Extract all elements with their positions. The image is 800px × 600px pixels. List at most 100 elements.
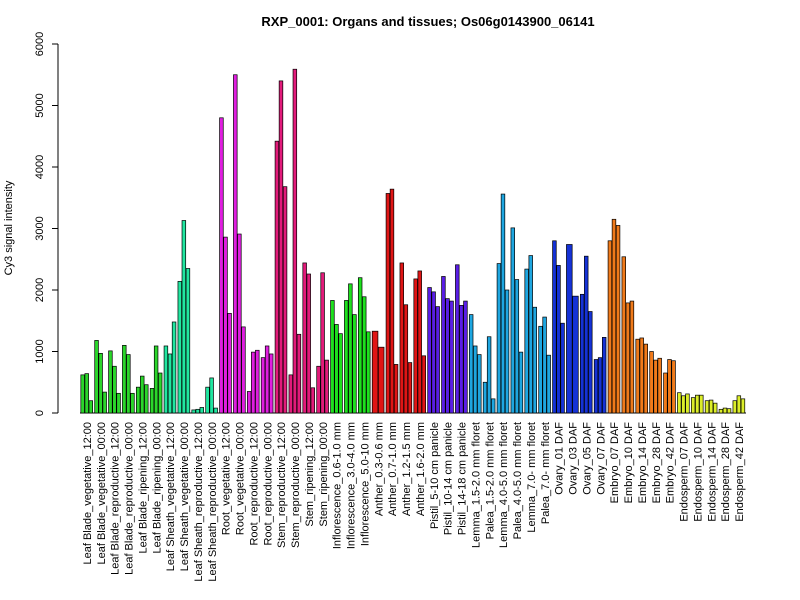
bar [491,398,496,414]
bar [607,240,613,414]
x-tick-label: Ovary_03 DAF [568,422,580,495]
bar [116,392,121,414]
bar [306,273,311,414]
bar [288,374,293,414]
bar [482,381,488,414]
bar [635,338,640,414]
bar [209,377,214,414]
x-tick-label: Stem_ripening_12:00 [304,422,316,527]
bar [732,400,737,414]
x-tick-label: Embryo_42 DAF [665,422,677,504]
bar [344,300,349,414]
x-tick-label: Ovary_01 DAF [554,422,566,495]
x-axis-labels: Leaf Blade_vegetative_12:00 Leaf Blade_ve… [82,422,746,582]
x-tick-label: Pistil_14-18 cm panicle [457,422,469,535]
bar [546,354,551,414]
bar [334,324,339,414]
bar [98,353,103,414]
bar [407,362,413,414]
bar [108,350,113,414]
bar [417,270,422,414]
bar [699,394,704,414]
bar [102,391,107,414]
bar [177,281,182,414]
bar [205,386,210,414]
x-tick-label: Lemma_1.5-2.0 mm floret [470,422,482,548]
bar [122,345,127,414]
bar [223,236,228,414]
bar [518,351,524,414]
x-tick-label: Leaf Sheath_reproductive_00:00 [207,422,219,582]
x-tick-label: Pistil_10-14 cm panicle [443,422,455,535]
bar [348,283,353,414]
y-tick-label: 1000 [34,339,46,363]
bar [455,264,460,414]
y-tick-label: 6000 [34,32,46,56]
bar [556,265,561,414]
bar [588,311,593,414]
x-tick-label: Inflorescence_3.0-4.0 mm [346,422,358,549]
x-tick-label: Pistil_5-10 cm panicle [429,422,441,529]
bar [296,333,302,414]
bar [320,272,325,414]
bar [445,298,450,414]
bar [403,304,409,414]
bar [510,227,515,414]
bar [282,186,288,414]
bar [625,302,631,414]
x-tick-label: Lemma_4.0-5.0 mm floret [498,422,510,548]
x-tick-label: Endosperm_42 DAF [734,422,746,522]
x-tick-label: Root_vegetative_12:00 [221,422,233,535]
bar [362,296,367,414]
bar [671,360,676,414]
bar [663,372,668,414]
bar [639,337,644,414]
bar [538,325,543,414]
bar [593,359,599,414]
y-tick-label: 0 [34,410,46,416]
bar [316,365,321,414]
y-tick-label: 5000 [34,93,46,117]
bar [449,300,454,414]
bar [171,321,177,414]
bar [385,193,391,414]
bar [227,313,232,414]
x-tick-label: Anther_0.3-0.6 mm [373,422,385,516]
bar [274,140,280,414]
bar [80,374,85,414]
bar [560,322,565,414]
x-tick-label: Root_reproductive_00:00 [262,422,274,546]
y-tick-label: 4000 [34,155,46,179]
bar [736,395,742,414]
x-tick-label: Leaf Blade_reproductive_12:00 [110,422,122,575]
x-tick-label: Endosperm_14 DAF [706,422,718,522]
bar [629,300,635,414]
bar [389,188,395,414]
bar [421,355,426,414]
x-tick-label: Endosperm_10 DAF [692,422,704,522]
bar [167,353,173,414]
bar [330,300,335,414]
bar [597,357,603,414]
bar [181,220,187,414]
bar [413,278,418,414]
x-tick-label: Ovary_05 DAF [581,422,593,495]
x-tick-label: Leaf Blade_vegetative_12:00 [82,422,94,565]
bar [237,233,242,414]
bar [528,255,533,414]
bar [199,407,204,414]
x-tick-label: Palea_4.0-5.0 mm floret [512,422,524,539]
x-tick-label: Leaf Blade_ripening_12:00 [137,422,149,554]
bar [185,268,191,414]
bar [130,392,135,414]
bar [704,400,710,414]
bar [371,330,379,414]
x-tick-label: Endosperm_07 DAF [679,422,691,522]
bar [366,331,371,414]
bar [463,300,468,414]
x-tick-label: Stem_reproductive_12:00 [276,422,288,548]
bar [144,384,149,414]
bar [477,354,482,414]
bar [643,343,648,414]
bar [352,314,357,414]
